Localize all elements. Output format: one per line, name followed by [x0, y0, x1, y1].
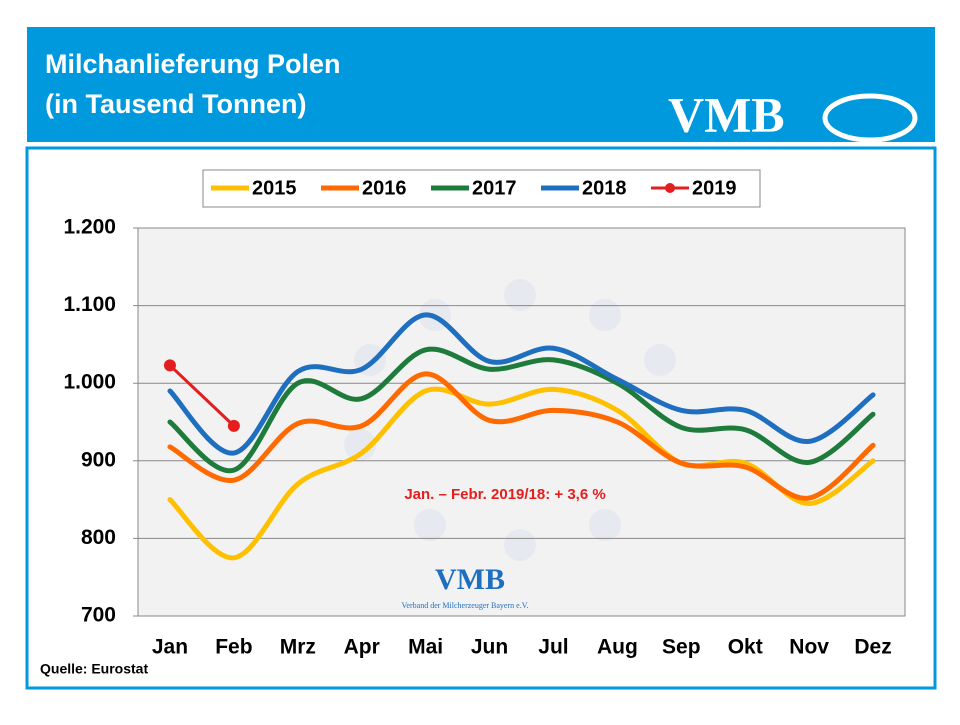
logo: VMB: [668, 86, 785, 142]
x-tick-label: Sep: [662, 636, 701, 659]
watermark-logo: VMB: [435, 563, 505, 596]
star-decor: [344, 279, 676, 561]
y-tick-label: 800: [81, 526, 116, 549]
annotation: Jan. – Febr. 2019/18: + 3,6 %: [404, 486, 605, 503]
chart-layer: 700 800 900 1.000 1.100 1.200 Jan Feb Mrz Apr Mai J…: [63, 177, 905, 659]
y-tick-label: 1.100: [63, 293, 116, 316]
series-line: [167, 386, 876, 561]
x-tick-label: Okt: [728, 636, 763, 659]
point-marker: [227, 419, 240, 432]
x-tick-label: Aug: [597, 636, 638, 659]
y-tick-label: 1.200: [63, 216, 116, 239]
header-bar: [27, 27, 935, 142]
x-tick-label: Apr: [344, 636, 380, 659]
chart-title: Milchanlieferung Polen: [45, 49, 341, 79]
legend-label: 2016: [362, 177, 407, 199]
legend-label: 2017: [472, 177, 517, 199]
x-tick-label: Mrz: [280, 636, 316, 659]
x-tick-label: Jan: [152, 636, 188, 659]
point-marker: [163, 359, 176, 372]
legend-marker: [665, 183, 675, 193]
chart-subtitle: (in Tausend Tonnen): [45, 89, 306, 119]
y-tick-label: 700: [81, 604, 116, 627]
x-tick-label: Feb: [215, 636, 252, 659]
x-tick-label: Dez: [854, 636, 891, 659]
watermark-subtitle: Verband der Milcherzeuger Bayern e.V.: [402, 601, 529, 610]
x-tick-label: Nov: [789, 636, 829, 659]
y-tick-label: 900: [81, 448, 116, 471]
y-tick-label: 1.000: [63, 371, 116, 394]
x-tick-label: Jun: [471, 636, 508, 659]
source: Quelle: Eurostat: [40, 661, 148, 677]
x-tick-label: Jul: [538, 636, 568, 659]
series-line: [167, 346, 876, 474]
legend-label: 2015: [252, 177, 297, 199]
logo-swoosh: [822, 93, 918, 143]
legend-label: 2019: [692, 177, 737, 199]
x-tick-label: Mai: [408, 636, 443, 659]
series-line: [167, 312, 876, 456]
legend-label: 2018: [582, 177, 627, 199]
series-line: [167, 371, 876, 501]
